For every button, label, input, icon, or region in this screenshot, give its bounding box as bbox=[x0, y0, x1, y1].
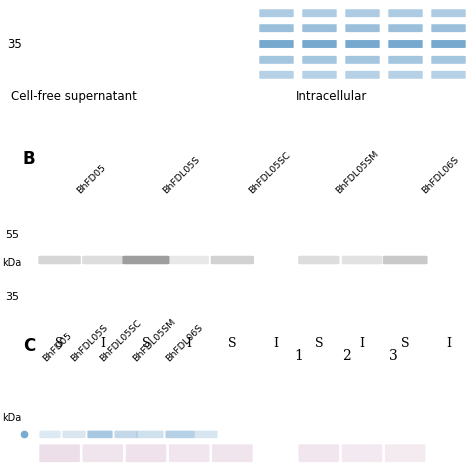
FancyBboxPatch shape bbox=[170, 256, 209, 264]
Text: BhFD05: BhFD05 bbox=[75, 163, 108, 195]
FancyBboxPatch shape bbox=[431, 71, 465, 79]
Text: I: I bbox=[273, 337, 278, 350]
Text: 35: 35 bbox=[7, 37, 22, 51]
Text: BhFDL05SM: BhFDL05SM bbox=[334, 149, 380, 195]
FancyBboxPatch shape bbox=[345, 56, 380, 64]
FancyBboxPatch shape bbox=[299, 444, 339, 462]
Text: BhFDL05S: BhFDL05S bbox=[70, 323, 110, 364]
FancyBboxPatch shape bbox=[63, 430, 86, 438]
Text: kDa: kDa bbox=[2, 257, 21, 267]
FancyBboxPatch shape bbox=[259, 56, 294, 64]
Text: S: S bbox=[228, 337, 237, 350]
FancyBboxPatch shape bbox=[345, 24, 380, 32]
FancyBboxPatch shape bbox=[259, 40, 294, 48]
Text: Cell-free supernatant: Cell-free supernatant bbox=[10, 91, 137, 103]
Text: kDa: kDa bbox=[2, 412, 21, 422]
FancyBboxPatch shape bbox=[345, 71, 380, 79]
FancyBboxPatch shape bbox=[302, 24, 337, 32]
FancyBboxPatch shape bbox=[388, 56, 423, 64]
FancyBboxPatch shape bbox=[298, 256, 339, 264]
Text: 55: 55 bbox=[5, 230, 19, 240]
Text: 2: 2 bbox=[342, 349, 350, 364]
FancyBboxPatch shape bbox=[212, 444, 253, 462]
Text: Intracellular: Intracellular bbox=[296, 91, 367, 103]
FancyBboxPatch shape bbox=[126, 444, 166, 462]
FancyBboxPatch shape bbox=[39, 444, 80, 462]
FancyBboxPatch shape bbox=[431, 56, 465, 64]
FancyBboxPatch shape bbox=[302, 40, 337, 48]
FancyBboxPatch shape bbox=[388, 9, 423, 17]
Text: B: B bbox=[23, 150, 36, 168]
Text: 1: 1 bbox=[294, 349, 303, 364]
Text: I: I bbox=[100, 337, 105, 350]
FancyBboxPatch shape bbox=[194, 430, 218, 438]
FancyBboxPatch shape bbox=[345, 40, 380, 48]
FancyBboxPatch shape bbox=[114, 430, 137, 438]
FancyBboxPatch shape bbox=[388, 40, 423, 48]
Text: BhFDL06S: BhFDL06S bbox=[420, 155, 461, 195]
FancyBboxPatch shape bbox=[259, 9, 294, 17]
FancyBboxPatch shape bbox=[431, 40, 465, 48]
FancyBboxPatch shape bbox=[342, 256, 382, 264]
FancyBboxPatch shape bbox=[302, 9, 337, 17]
Text: BhFD05: BhFD05 bbox=[41, 331, 73, 364]
FancyBboxPatch shape bbox=[388, 71, 423, 79]
FancyBboxPatch shape bbox=[345, 9, 380, 17]
FancyBboxPatch shape bbox=[385, 444, 426, 462]
Text: BhFDL05SM: BhFDL05SM bbox=[131, 317, 177, 364]
FancyBboxPatch shape bbox=[165, 430, 195, 438]
FancyBboxPatch shape bbox=[87, 430, 113, 438]
Text: 35: 35 bbox=[5, 292, 19, 302]
Text: BhFDL06S: BhFDL06S bbox=[164, 323, 205, 364]
FancyBboxPatch shape bbox=[302, 71, 337, 79]
Text: I: I bbox=[187, 337, 191, 350]
FancyBboxPatch shape bbox=[82, 256, 123, 264]
FancyBboxPatch shape bbox=[169, 444, 210, 462]
FancyBboxPatch shape bbox=[383, 256, 428, 264]
Text: BhFDL05SC: BhFDL05SC bbox=[98, 318, 143, 364]
FancyBboxPatch shape bbox=[302, 56, 337, 64]
Text: S: S bbox=[401, 337, 410, 350]
FancyBboxPatch shape bbox=[342, 444, 383, 462]
FancyBboxPatch shape bbox=[211, 256, 254, 264]
Text: BhFDL05S: BhFDL05S bbox=[161, 155, 202, 195]
Text: BhFDL05SC: BhFDL05SC bbox=[247, 150, 293, 195]
FancyBboxPatch shape bbox=[431, 24, 465, 32]
Text: C: C bbox=[23, 337, 35, 356]
FancyBboxPatch shape bbox=[388, 24, 423, 32]
FancyBboxPatch shape bbox=[431, 9, 465, 17]
Text: 3: 3 bbox=[389, 349, 398, 364]
FancyBboxPatch shape bbox=[137, 430, 164, 438]
FancyBboxPatch shape bbox=[82, 444, 123, 462]
FancyBboxPatch shape bbox=[259, 24, 294, 32]
FancyBboxPatch shape bbox=[39, 430, 61, 438]
Text: S: S bbox=[142, 337, 150, 350]
FancyBboxPatch shape bbox=[259, 71, 294, 79]
Text: I: I bbox=[359, 337, 365, 350]
Text: S: S bbox=[55, 337, 64, 350]
FancyBboxPatch shape bbox=[38, 256, 81, 264]
FancyBboxPatch shape bbox=[122, 256, 170, 264]
Text: I: I bbox=[446, 337, 451, 350]
Text: S: S bbox=[315, 337, 323, 350]
